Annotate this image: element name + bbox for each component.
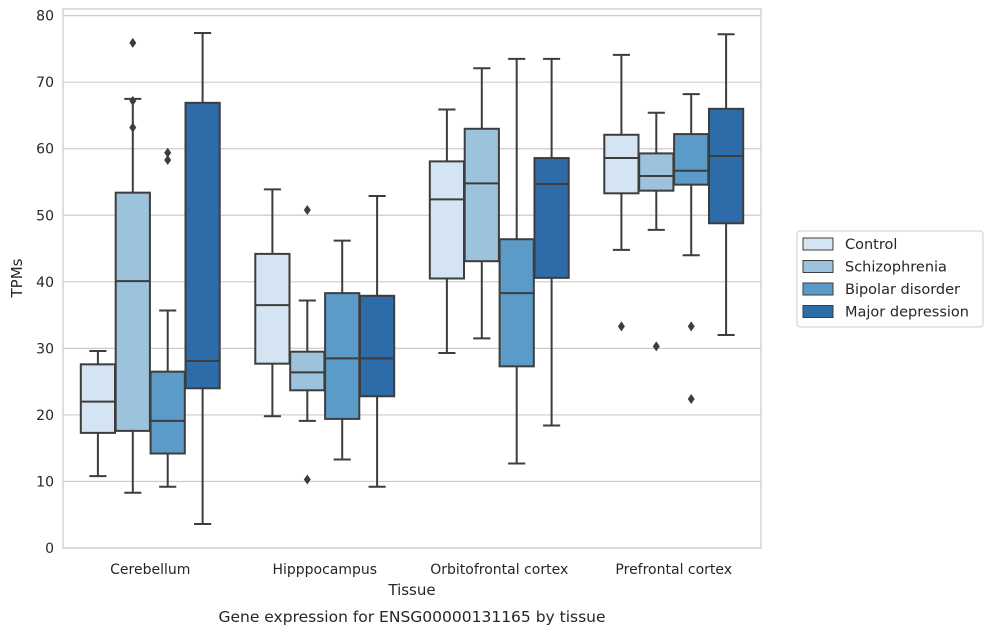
legend-frame	[796, 230, 984, 328]
legend-label: Major depression	[845, 305, 969, 321]
outlier-point	[129, 95, 137, 106]
legend: Control Schizophrenia Bipolar disorder Majo…	[796, 230, 984, 328]
y-axis-ticks: 0 10 20 30 40 50 60 70 80	[36, 9, 54, 557]
box	[184, 101, 221, 390]
box	[149, 370, 186, 455]
box	[428, 160, 466, 280]
outlier-point	[129, 122, 137, 133]
box	[707, 107, 745, 225]
x-axis-ticks: Cerebellum Hipppocampus Orbitofrontal cort…	[110, 562, 732, 578]
box-series	[79, 31, 745, 526]
legend-label: Control	[845, 237, 897, 253]
outlier-point	[687, 393, 695, 404]
legend-label: Bipolar disorder	[845, 282, 960, 298]
series-control	[79, 53, 640, 478]
outlier-point	[617, 321, 625, 332]
legend-swatch	[802, 260, 834, 273]
y-tick-label: 0	[45, 541, 54, 557]
x-axis-label: Tissue	[387, 581, 435, 599]
box	[114, 191, 151, 432]
box	[358, 294, 396, 398]
outlier-point	[303, 474, 311, 485]
x-tick-label: Prefrontal cortex	[615, 562, 732, 578]
box	[79, 363, 117, 434]
outlier-point	[303, 204, 311, 215]
outlier-point	[164, 155, 172, 166]
y-tick-label: 20	[36, 408, 54, 424]
box	[289, 350, 326, 392]
outlier-point	[687, 321, 695, 332]
y-tick-label: 80	[36, 9, 54, 25]
outlier-point	[652, 341, 660, 352]
y-tick-label: 50	[36, 208, 54, 224]
box	[498, 238, 535, 368]
box	[254, 252, 291, 365]
x-tick-label: Cerebellum	[110, 562, 190, 578]
y-tick-label: 60	[36, 142, 54, 158]
box	[324, 292, 361, 420]
y-tick-label: 10	[36, 474, 54, 490]
outlier-point	[164, 147, 172, 158]
series-major-depression	[184, 31, 745, 526]
box	[533, 157, 570, 279]
x-tick-label: Orbitofrontal cortex	[430, 562, 568, 578]
x-tick-label: Hipppocampus	[272, 562, 377, 578]
legend-swatch	[802, 305, 834, 318]
y-axis-label: TPMs	[8, 258, 26, 298]
legend-swatch	[802, 282, 834, 296]
y-tick-label: 30	[36, 341, 54, 357]
box	[638, 152, 675, 192]
y-tick-label: 70	[36, 75, 54, 91]
box	[673, 133, 710, 186]
box	[463, 127, 500, 263]
box	[603, 133, 640, 195]
chart-caption: Gene expression for ENSG00000131165 by t…	[218, 608, 605, 626]
plot-area-frame	[62, 8, 762, 549]
y-tick-label: 40	[36, 275, 54, 291]
legend-swatch	[802, 237, 834, 251]
series-bipolar-disorder	[149, 57, 710, 488]
legend-label: Schizophrenia	[845, 260, 947, 276]
series-schizophrenia	[114, 37, 675, 494]
outlier-point	[129, 37, 137, 48]
